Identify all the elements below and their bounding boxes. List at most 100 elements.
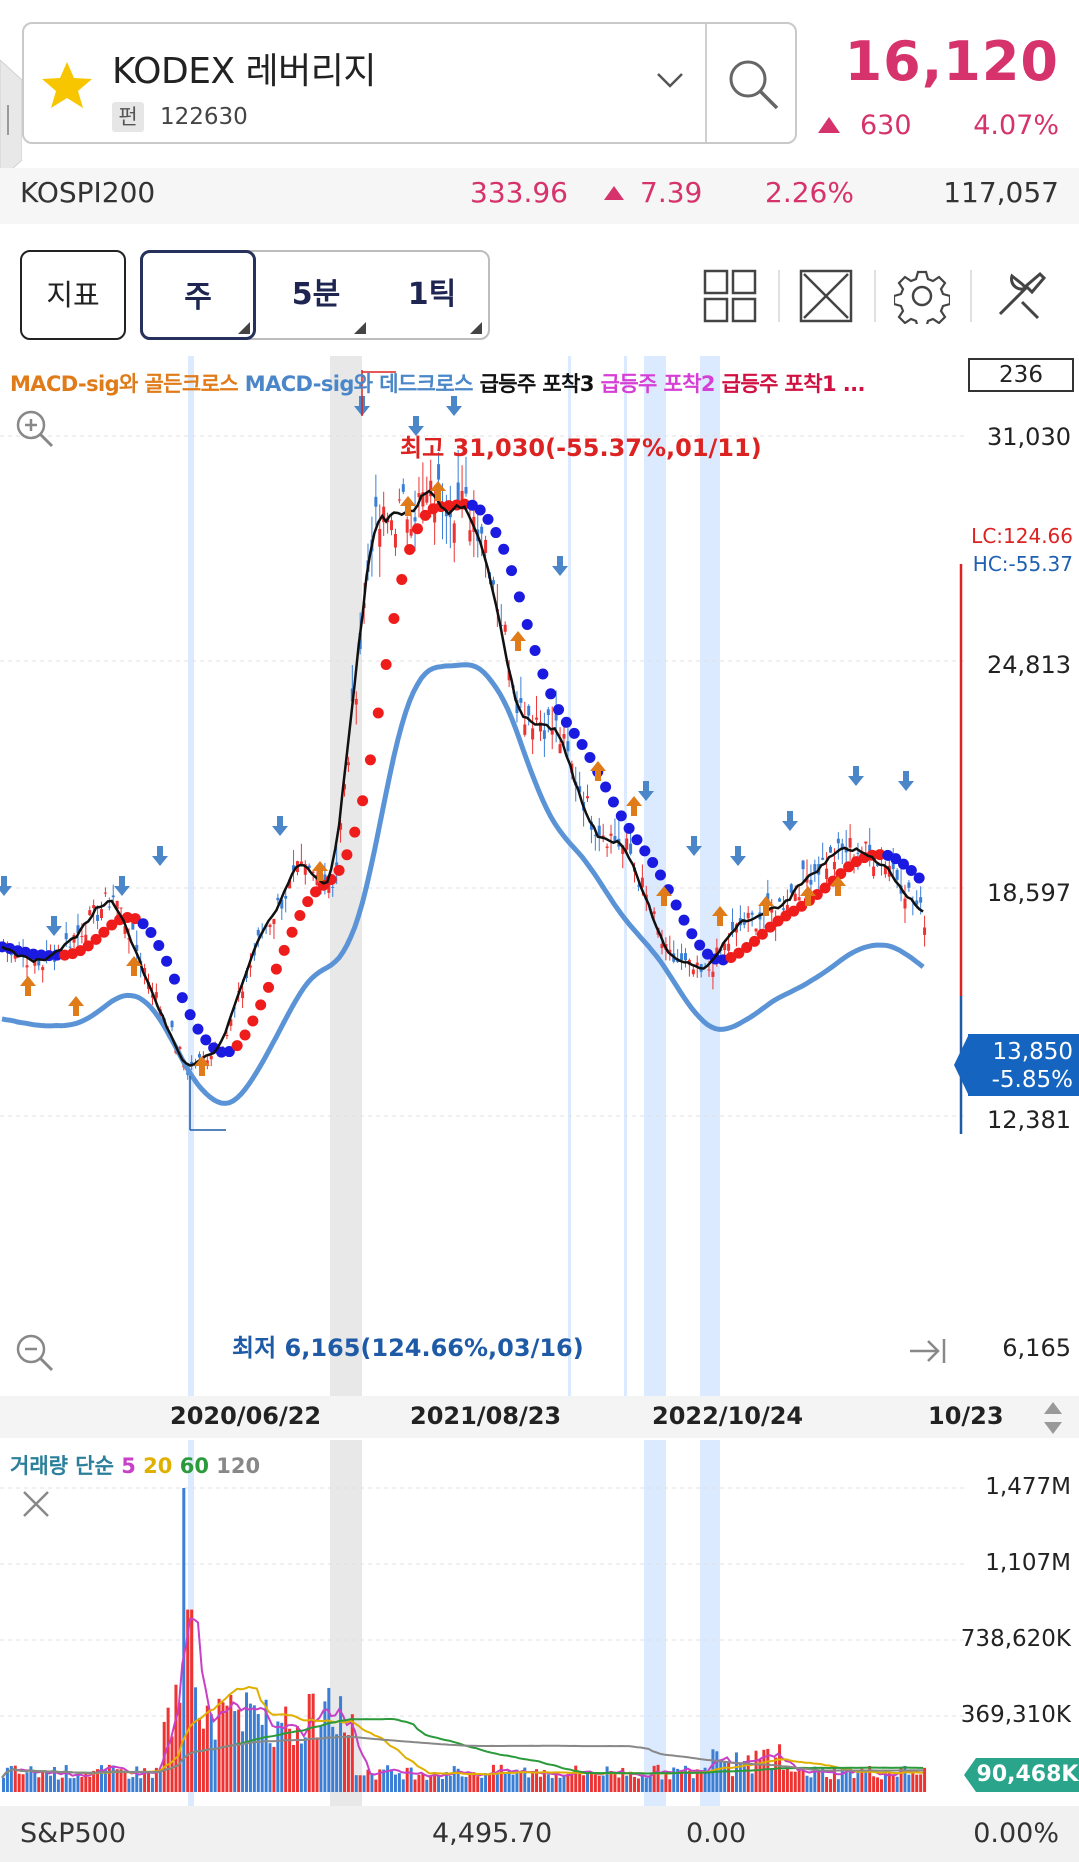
trend-dot [788, 905, 800, 917]
volume-bar [872, 1776, 876, 1792]
close-icon[interactable] [20, 1488, 52, 1520]
grid-layout-icon[interactable] [702, 268, 758, 324]
dead-cross-arrow [0, 876, 12, 896]
chevron-down-icon[interactable] [655, 70, 685, 90]
candle-body [13, 954, 17, 959]
index-ticker-row[interactable] [0, 168, 1079, 224]
volume-bar [413, 1779, 417, 1792]
resize-handle-icon[interactable] [1040, 1400, 1066, 1436]
volume-legend-title: 거래량 단순 [10, 1454, 114, 1478]
side-drawer-handle[interactable] [0, 60, 22, 180]
price-chart[interactable] [0, 356, 965, 1396]
favorite-star-icon[interactable] [40, 60, 94, 110]
volume-bar [382, 1769, 386, 1792]
volume-bar [229, 1694, 233, 1792]
candle-body [397, 499, 401, 501]
volume-bar [72, 1778, 76, 1792]
volume-bar [401, 1779, 405, 1792]
period-5min-button[interactable]: 5분 [291, 277, 341, 312]
fullscreen-icon[interactable] [798, 268, 854, 324]
volume-bar [264, 1699, 268, 1792]
volume-bar [770, 1767, 774, 1792]
candle-body [923, 927, 927, 935]
trend-dot [35, 949, 47, 961]
volume-bar [891, 1775, 895, 1792]
bottom-index-row[interactable] [0, 1806, 1079, 1862]
volume-bar [358, 1775, 362, 1792]
volume-chart[interactable] [0, 1440, 965, 1806]
candle-body [864, 841, 868, 844]
highlight-band [700, 1440, 720, 1806]
price-chart-area[interactable] [0, 356, 1079, 1396]
indicator-button[interactable]: 지표 [20, 250, 126, 340]
candle-body [836, 838, 840, 844]
candle-body [303, 864, 307, 875]
volume-bar [676, 1768, 680, 1792]
volume-bar [139, 1778, 143, 1792]
volume-bar [292, 1744, 296, 1792]
search-icon[interactable] [723, 54, 783, 114]
golden-cross-arrow [590, 761, 606, 781]
volume-bar [844, 1770, 848, 1792]
dead-cross-arrow [114, 876, 130, 896]
trend-dot [184, 1009, 196, 1021]
tools-icon[interactable] [992, 268, 1048, 324]
candle-body [723, 943, 727, 951]
current-price-value: 13,850 [992, 1039, 1073, 1065]
volume-bar [601, 1775, 605, 1792]
volume-bar [633, 1776, 637, 1792]
divider [705, 24, 707, 142]
volume-bar [781, 1769, 785, 1792]
volume-bar [437, 1775, 441, 1792]
candle-body [519, 698, 523, 703]
low-change-label: LC:124.66 [971, 524, 1073, 548]
x-axis[interactable] [0, 1396, 1079, 1438]
volume-bar [268, 1743, 272, 1792]
legend-ma60: 60 [179, 1454, 209, 1478]
candle-body [891, 862, 895, 870]
dead-cross-arrow [408, 416, 424, 436]
trend-dot [631, 834, 643, 846]
trend-dot [639, 845, 651, 857]
volume-bar [836, 1779, 840, 1792]
volume-bar [683, 1765, 687, 1792]
volume-bar [593, 1774, 597, 1792]
candle-body [268, 924, 272, 928]
period-week-button[interactable]: 주 [140, 250, 256, 340]
candle-body [621, 845, 625, 854]
trend-dot [772, 915, 784, 927]
dead-cross-arrow [446, 396, 462, 416]
candle-body [288, 879, 292, 889]
candle-body [143, 967, 147, 977]
trend-dot [364, 754, 376, 766]
legend-dead-cross: MACD-sig와 데드크로스 [244, 372, 474, 396]
bar-count-box[interactable]: 236 [968, 358, 1074, 392]
trend-dot [247, 1015, 259, 1027]
trend-dot [419, 509, 431, 521]
volume-bar [135, 1766, 139, 1792]
period-1tick-button[interactable]: 1틱 [407, 277, 457, 312]
zoom-in-icon[interactable] [12, 406, 56, 450]
candle-body [742, 919, 746, 925]
candle-body [668, 949, 672, 954]
candle-body [727, 943, 731, 951]
volume-bar [256, 1714, 260, 1792]
volume-bar [915, 1774, 919, 1792]
volume-bar [378, 1769, 382, 1792]
candle-body [92, 905, 96, 909]
volume-bar [519, 1771, 523, 1792]
candle-body [597, 825, 601, 836]
zoom-out-icon[interactable] [12, 1330, 56, 1374]
current-volume-tag: 90,468K [976, 1758, 1079, 1792]
candle-body [425, 492, 429, 503]
volume-bar [350, 1714, 354, 1792]
candle-body [531, 728, 535, 740]
volume-bar [444, 1772, 448, 1792]
jump-to-latest-icon[interactable] [906, 1334, 948, 1368]
volume-bar [472, 1772, 476, 1792]
candle-body [68, 946, 72, 948]
volume-bar [801, 1768, 805, 1792]
volume-bar [417, 1774, 421, 1792]
settings-gear-icon[interactable] [894, 268, 950, 324]
trend-dot [560, 716, 572, 728]
